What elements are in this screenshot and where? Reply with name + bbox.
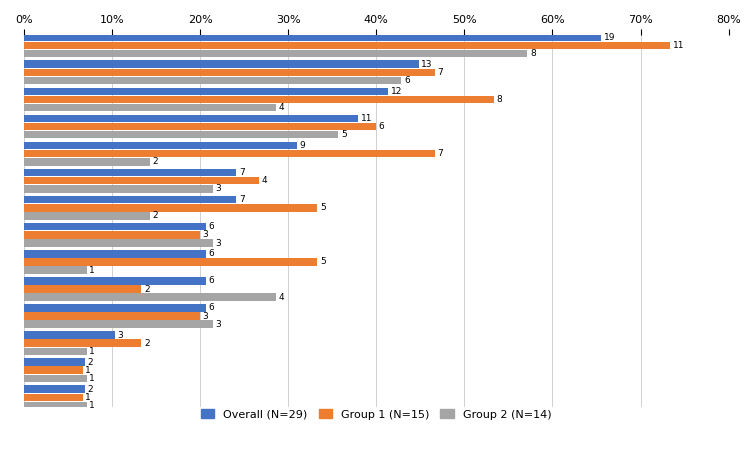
Text: 6: 6 <box>379 122 385 131</box>
Text: 1: 1 <box>89 374 95 383</box>
Bar <box>23 158 150 165</box>
Bar <box>23 293 275 301</box>
Bar <box>23 285 141 293</box>
Text: 7: 7 <box>239 195 245 204</box>
Bar <box>23 250 206 258</box>
Bar <box>23 375 87 382</box>
Text: 3: 3 <box>215 320 221 329</box>
Text: 12: 12 <box>391 87 402 96</box>
Text: 3: 3 <box>203 230 209 239</box>
Bar <box>23 131 339 138</box>
Text: 2: 2 <box>144 339 150 348</box>
Bar <box>23 266 87 274</box>
Bar <box>23 277 206 284</box>
Text: 5: 5 <box>320 257 326 266</box>
Text: 2: 2 <box>152 212 158 220</box>
Bar <box>23 239 212 247</box>
Text: 7: 7 <box>239 168 245 177</box>
Bar <box>23 366 82 374</box>
Text: 6: 6 <box>209 222 215 231</box>
Bar <box>23 348 87 355</box>
Bar <box>23 60 419 68</box>
Bar <box>23 185 212 193</box>
Bar <box>23 169 237 176</box>
Text: 8: 8 <box>530 49 536 58</box>
Text: 11: 11 <box>361 114 372 123</box>
Bar <box>23 88 389 95</box>
Text: 7: 7 <box>438 149 443 158</box>
Text: 3: 3 <box>215 184 221 193</box>
Bar <box>23 123 376 130</box>
Text: 11: 11 <box>673 41 684 50</box>
Text: 4: 4 <box>262 176 267 185</box>
Bar <box>23 212 150 220</box>
Text: 1: 1 <box>89 266 95 275</box>
Text: 2: 2 <box>144 284 150 294</box>
Legend: Overall (N=29), Group 1 (N=15), Group 2 (N=14): Overall (N=29), Group 1 (N=15), Group 2 … <box>197 405 556 424</box>
Text: 8: 8 <box>497 95 502 104</box>
Bar <box>23 104 275 112</box>
Bar <box>23 231 200 239</box>
Text: 1: 1 <box>85 393 91 402</box>
Bar <box>23 385 85 393</box>
Bar <box>23 177 259 184</box>
Text: 19: 19 <box>604 33 615 41</box>
Text: 1: 1 <box>85 366 91 375</box>
Bar <box>23 339 141 347</box>
Text: 4: 4 <box>278 293 284 301</box>
Text: 3: 3 <box>215 238 221 248</box>
Text: 5: 5 <box>320 203 326 212</box>
Text: 6: 6 <box>209 249 215 258</box>
Bar <box>23 33 601 41</box>
Bar <box>23 394 82 401</box>
Bar <box>23 96 494 103</box>
Text: 2: 2 <box>87 384 93 394</box>
Bar <box>23 320 212 328</box>
Bar <box>23 402 87 409</box>
Text: 6: 6 <box>209 276 215 285</box>
Bar <box>23 304 206 312</box>
Bar <box>23 50 527 57</box>
Bar <box>23 69 435 76</box>
Bar <box>23 77 401 84</box>
Bar <box>23 41 670 49</box>
Text: 1: 1 <box>89 347 95 356</box>
Bar <box>23 150 435 157</box>
Bar <box>23 358 85 366</box>
Text: 2: 2 <box>87 358 93 366</box>
Text: 3: 3 <box>203 312 209 320</box>
Bar <box>23 223 206 230</box>
Bar <box>23 204 318 212</box>
Bar <box>23 142 297 149</box>
Bar <box>23 331 115 339</box>
Text: 13: 13 <box>421 60 433 69</box>
Text: 1: 1 <box>89 401 95 410</box>
Text: 7: 7 <box>438 68 443 77</box>
Text: 9: 9 <box>300 141 305 150</box>
Bar <box>23 312 200 320</box>
Bar <box>23 115 358 122</box>
Bar <box>23 196 237 203</box>
Text: 6: 6 <box>209 303 215 313</box>
Text: 6: 6 <box>404 76 410 85</box>
Text: 5: 5 <box>341 130 347 139</box>
Text: 2: 2 <box>152 157 158 166</box>
Bar <box>23 258 318 266</box>
Text: 4: 4 <box>278 103 284 112</box>
Text: 3: 3 <box>118 331 123 339</box>
